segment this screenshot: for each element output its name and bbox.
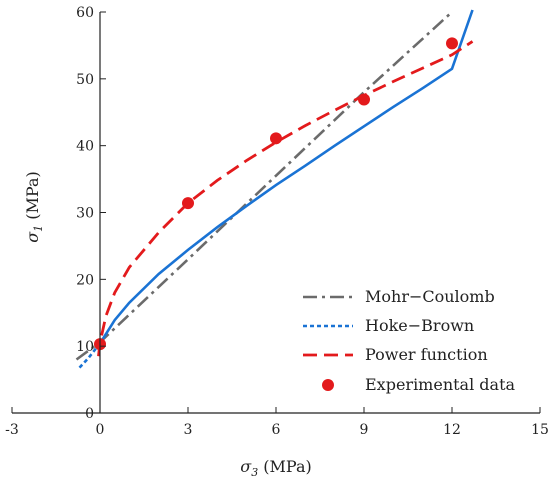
legend-item: Experimental data bbox=[322, 375, 516, 394]
legend-label: Experimental data bbox=[365, 375, 516, 394]
x-tick-label: 9 bbox=[360, 422, 369, 438]
x-tick-label: 15 bbox=[531, 422, 549, 438]
legend-label: Mohr−Coulomb bbox=[365, 287, 495, 306]
legend-item: Power function bbox=[303, 345, 488, 364]
legend-label: Power function bbox=[365, 345, 488, 364]
hoke-brown-line bbox=[98, 9, 474, 345]
experimental-data-point bbox=[182, 197, 194, 210]
legend-item: Mohr−Coulomb bbox=[303, 287, 495, 306]
legend-label: Hoke−Brown bbox=[365, 316, 474, 335]
y-tick-label: 20 bbox=[76, 272, 94, 288]
chart-ticks: -3 0 3 6 9 12 15 0 10 20 30 40 50 60 bbox=[5, 5, 549, 438]
x-tick-label: -3 bbox=[5, 422, 19, 438]
y-tick-label: 50 bbox=[76, 72, 94, 88]
experimental-data-point bbox=[358, 93, 370, 106]
power-function-line bbox=[97, 40, 474, 357]
y-tick-label: 40 bbox=[76, 139, 94, 155]
hoke-brown-extension-line bbox=[78, 342, 102, 369]
x-axis-title: σ3 (MPa) bbox=[240, 457, 311, 479]
x-tick-label: 0 bbox=[96, 422, 105, 438]
y-axis-title: σ1 (MPa) bbox=[23, 171, 45, 242]
x-tick-label: 6 bbox=[272, 422, 281, 438]
chart-legend: Mohr−Coulomb Hoke−Brown Power function Expe… bbox=[303, 287, 516, 394]
y-tick-label: 10 bbox=[76, 339, 94, 355]
x-tick-label: 3 bbox=[184, 422, 193, 438]
y-tick-label: 60 bbox=[76, 5, 94, 21]
y-tick-label: 0 bbox=[85, 406, 94, 422]
y-tick-label: 30 bbox=[76, 206, 94, 222]
chart-curves bbox=[75, 9, 474, 369]
experimental-data-point bbox=[446, 37, 458, 50]
experimental-data-point bbox=[270, 132, 282, 145]
mohr-coulomb-line bbox=[75, 11, 453, 361]
legend-experimental-data-swatch bbox=[322, 379, 334, 391]
x-tick-label: 12 bbox=[443, 422, 461, 438]
legend-item: Hoke−Brown bbox=[303, 316, 474, 335]
